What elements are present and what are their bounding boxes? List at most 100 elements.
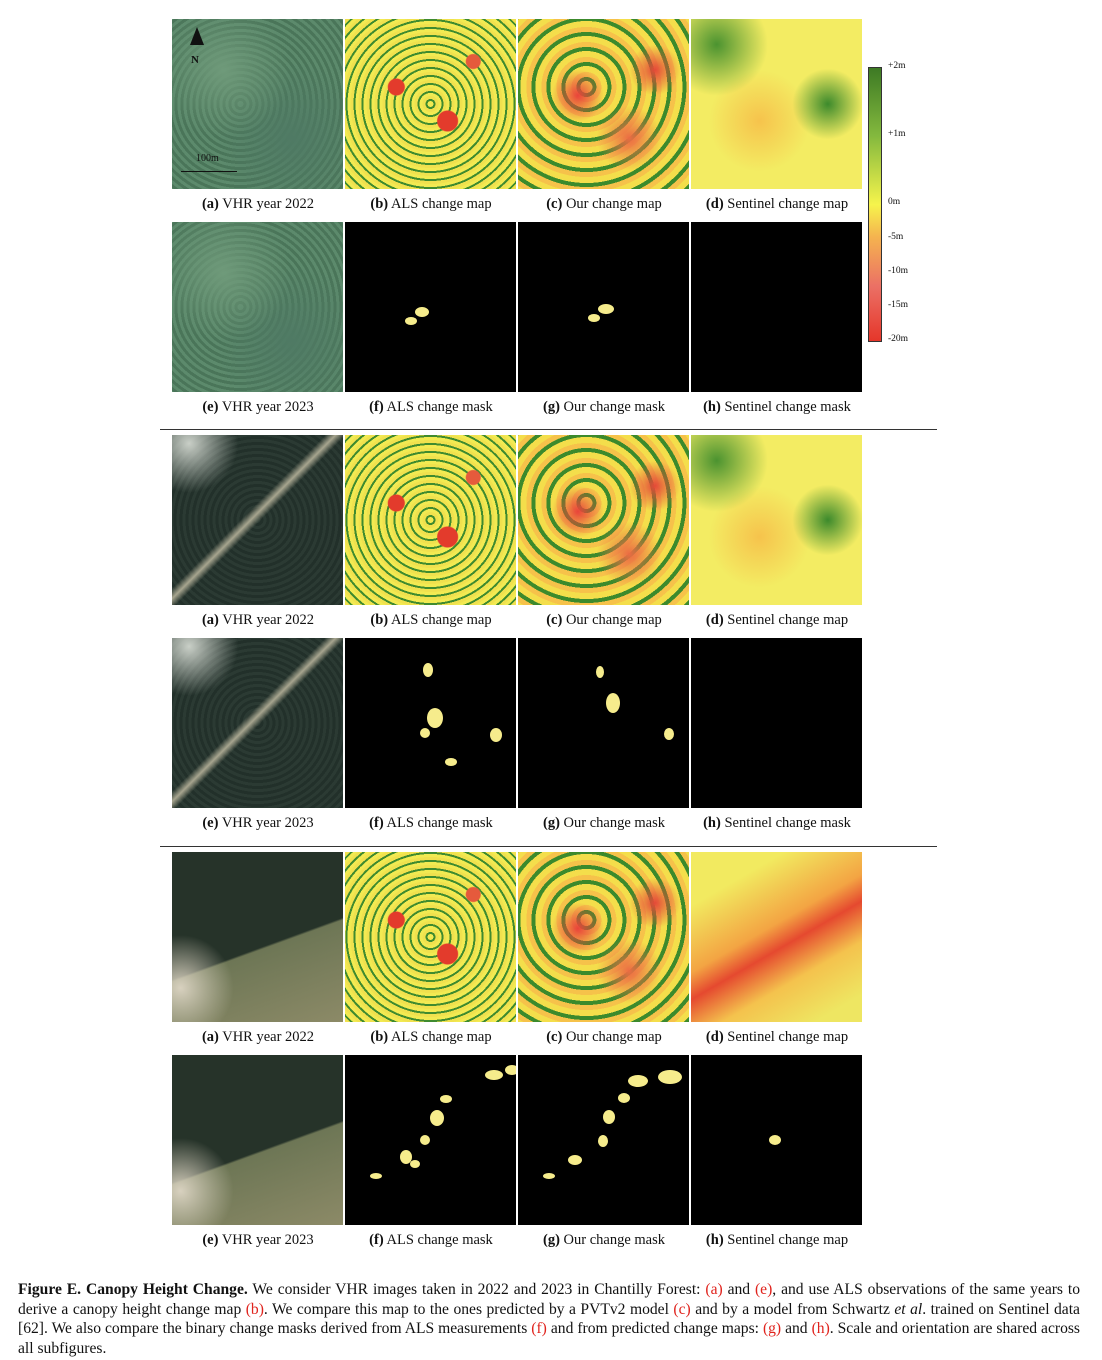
subfigure-reference-link[interactable]: (e) <box>754 1281 773 1298</box>
change-blob <box>606 693 620 713</box>
subfigure-text: VHR year 2023 <box>221 399 314 415</box>
subfigure-letter: (b) <box>370 1029 389 1045</box>
colorbar-tick: +2m <box>888 61 906 71</box>
panel-vhr-year-2023 <box>172 1055 343 1225</box>
subfigure-text: Sentinel change map <box>727 1232 849 1248</box>
subfigure-caption: (f) ALS change mask <box>331 1232 531 1249</box>
change-blob <box>410 1160 420 1168</box>
colorbar-tick: -15m <box>888 300 909 310</box>
subfigure-reference-link[interactable]: (a) <box>705 1281 723 1298</box>
colorbar-tick: +1m <box>888 129 906 139</box>
change-blob <box>420 1135 430 1145</box>
subfigure-caption: (g) Our change mask <box>504 1232 704 1249</box>
subfigure-caption: (d) Sentinel change map <box>677 612 877 629</box>
change-blob <box>440 1095 452 1103</box>
colorbar <box>868 67 882 342</box>
subfigure-letter: (h) <box>703 399 721 415</box>
figure-caption: Figure E. Canopy Height Change. We consi… <box>18 1280 1080 1358</box>
subfigure-text: ALS change map <box>390 1029 492 1045</box>
caption-text: We consider VHR images taken in 2022 and… <box>247 1281 706 1298</box>
subfigure-caption: (c) Our change map <box>504 1029 704 1046</box>
colorbar-tick: -10m <box>888 266 909 276</box>
panel-vhr-year-2023 <box>172 638 343 808</box>
panel-als-change-mask <box>345 1055 516 1225</box>
panel-als-change-map <box>345 19 516 189</box>
subfigure-reference-link[interactable]: (b) <box>245 1300 264 1318</box>
subfigure-caption: (h) Sentinel change map <box>677 1232 877 1249</box>
change-blob <box>598 1135 608 1147</box>
change-blob <box>420 728 430 738</box>
subfigure-text: VHR year 2022 <box>222 196 315 212</box>
subfigure-letter: (a) <box>201 196 219 212</box>
subfigure-letter: (f) <box>369 815 384 831</box>
change-blob <box>568 1155 582 1165</box>
change-blob <box>658 1070 682 1084</box>
subfigure-text: ALS change mask <box>386 1232 493 1248</box>
subfigure-text: Our change mask <box>563 1232 665 1248</box>
subfigure-letter: (c) <box>546 196 563 212</box>
subfigure-caption: (c) Our change map <box>504 612 704 629</box>
change-blob <box>596 666 604 678</box>
subfigure-caption: (a) VHR year 2022 <box>158 612 358 629</box>
scale-bar <box>181 171 237 172</box>
subfigure-letter: (g) <box>542 1232 560 1248</box>
subfigure-letter: (e) <box>202 1232 219 1248</box>
subfigure-text: Our change mask <box>563 399 665 415</box>
change-blob <box>400 1150 412 1164</box>
subfigure-text: ALS change map <box>390 612 492 628</box>
caption-text: and by a model from Schwartz <box>690 1300 895 1318</box>
panel-sentinel-change-map <box>691 435 862 605</box>
colorbar-tick: 0m <box>888 197 901 207</box>
change-blob <box>490 728 502 742</box>
subfigure-text: Our change map <box>565 1029 662 1045</box>
change-blob <box>370 1173 382 1179</box>
subfigure-letter: (d) <box>705 1029 724 1045</box>
panel-our-change-mask <box>518 1055 689 1225</box>
subfigure-letter: (g) <box>542 399 560 415</box>
subfigure-text: Sentinel change mask <box>724 399 851 415</box>
subfigure-reference-link[interactable]: (f) <box>531 1320 547 1337</box>
subfigure-letter: (b) <box>370 196 389 212</box>
subfigure-caption: (b) ALS change map <box>331 612 531 629</box>
subfigure-text: Sentinel change map <box>727 1029 849 1045</box>
caption-text: . Scale and orientation are shared acros… <box>18 1320 1081 1357</box>
subfigure-caption: (h) Sentinel change mask <box>677 815 877 832</box>
subfigure-text: VHR year 2022 <box>222 1029 315 1045</box>
subfigure-letter: (c) <box>546 612 563 628</box>
group-divider <box>160 429 937 430</box>
caption-text: and from predicted change maps: <box>546 1320 763 1337</box>
subfigure-letter: (a) <box>201 612 219 628</box>
change-blob <box>423 663 433 677</box>
subfigure-text: ALS change mask <box>386 815 493 831</box>
change-blob <box>618 1093 630 1103</box>
subfigure-caption: (e) VHR year 2023 <box>158 399 358 416</box>
panel-sentinel-change-mask <box>691 638 862 808</box>
change-blob <box>588 314 600 322</box>
group-divider <box>160 846 937 847</box>
caption-text: . trained on Sentinel data [62]. We also… <box>18 1300 1080 1338</box>
panel-vhr-year-2023 <box>172 222 343 392</box>
subfigure-reference-link[interactable]: (g) <box>762 1320 782 1337</box>
caption-label: Figure E. Canopy Height Change. <box>18 1281 248 1298</box>
change-blob <box>485 1070 503 1080</box>
subfigure-reference-link[interactable]: (h) <box>811 1320 830 1337</box>
subfigure-caption: (b) ALS change map <box>331 1029 531 1046</box>
subfigure-letter: (a) <box>201 1029 219 1045</box>
caption-text: et al <box>894 1300 923 1318</box>
subfigure-letter: (e) <box>202 815 219 831</box>
subfigure-reference-link[interactable]: (c) <box>673 1300 691 1318</box>
subfigure-caption: (f) ALS change mask <box>331 399 531 416</box>
panel-our-change-mask <box>518 638 689 808</box>
caption-text: , and use ALS observations of the same y… <box>18 1281 1081 1318</box>
subfigure-caption: (g) Our change mask <box>504 815 704 832</box>
subfigure-letter: (e) <box>202 399 219 415</box>
colorbar-tick: -20m <box>888 334 909 344</box>
subfigure-letter: (b) <box>370 612 389 628</box>
subfigure-letter: (f) <box>369 399 384 415</box>
subfigure-caption: (a) VHR year 2022 <box>158 196 358 213</box>
panel-sentinel-change-map <box>691 1055 862 1225</box>
subfigure-letter: (d) <box>705 612 724 628</box>
panel-our-change-mask <box>518 222 689 392</box>
subfigure-text: ALS change map <box>390 196 492 212</box>
subfigure-text: Sentinel change map <box>727 612 849 628</box>
